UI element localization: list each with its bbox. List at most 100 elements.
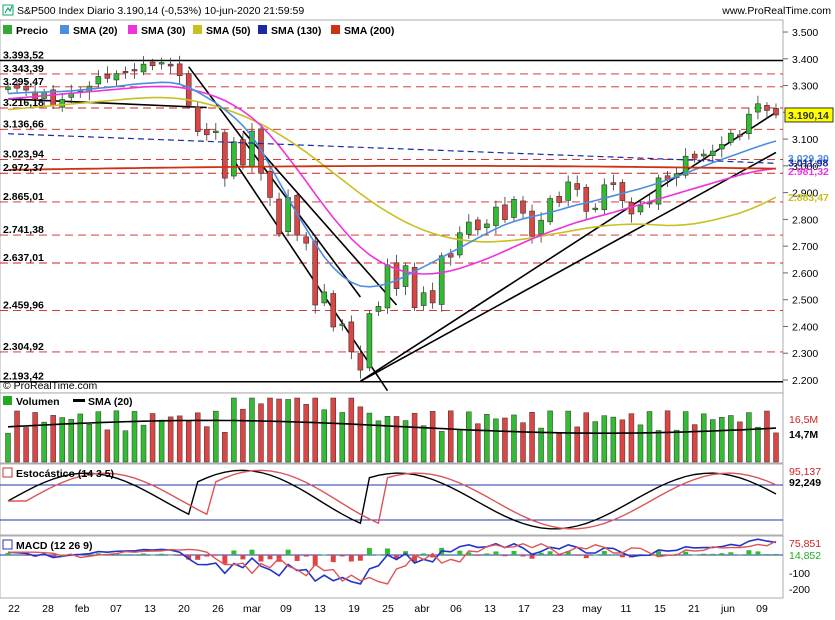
x-tick-22: 09 <box>756 603 768 615</box>
volume-bar-45 <box>411 412 418 463</box>
candlestick-series <box>5 55 779 379</box>
candle-body-55 <box>502 204 508 220</box>
candle-body-76 <box>691 153 698 159</box>
volume-bar-20 <box>185 421 192 463</box>
volume-bar-24 <box>222 432 228 463</box>
candle-body-62 <box>565 181 571 201</box>
volume-bar-37 <box>339 412 346 463</box>
legend-swatch-0 <box>3 25 12 34</box>
candle-body-29 <box>267 170 273 198</box>
x-tick-3: 07 <box>110 603 122 615</box>
x-tick-10: 19 <box>348 603 360 615</box>
volume-bar-61 <box>556 432 562 463</box>
volume-bar-2 <box>23 427 29 463</box>
x-tick-9: 13 <box>314 603 326 615</box>
candle-body-79 <box>719 144 725 150</box>
macd-hist-bar-53 <box>484 553 490 555</box>
volume-bar-5 <box>50 415 56 463</box>
volume-bar-58 <box>529 411 535 463</box>
macd-hist-bar-24 <box>222 555 228 564</box>
legend-label-1: SMA (20) <box>73 25 118 37</box>
volume-bar-59 <box>538 427 544 463</box>
volume-bar-43 <box>393 416 400 463</box>
price-tick-0: 3.500 <box>792 27 818 39</box>
macd-hist-bar-41 <box>375 554 381 556</box>
legend-label-0: Precio <box>16 25 48 37</box>
candle-body-10 <box>95 76 102 85</box>
volume-bar-26 <box>240 408 246 463</box>
macd-hist-bar-75 <box>683 551 689 555</box>
volume-bar-29 <box>267 397 273 463</box>
copyright-text: © ProRealTime.com <box>3 380 98 392</box>
macd-hist-bar-28 <box>258 555 264 562</box>
candle-body-17 <box>158 62 165 65</box>
volume-legend-label: Volumen <box>16 396 60 408</box>
price-tick-1: 3.400 <box>792 54 818 66</box>
volume-bar-40 <box>366 412 373 463</box>
candle-body-35 <box>321 291 328 304</box>
x-tick-16: 23 <box>552 603 564 615</box>
volume-bar-19 <box>176 415 183 463</box>
volume-bar-80 <box>728 415 734 463</box>
macd-tick-minus100: -100 <box>789 568 810 580</box>
candle-body-47 <box>429 290 436 304</box>
candle-body-81 <box>737 134 743 137</box>
macd-hist-bar-60 <box>547 551 553 555</box>
macd-hist-bar-27 <box>249 549 255 555</box>
macd-hist-bar-17 <box>159 553 165 555</box>
axis-labels: 3.5003.4003.3003.2003.1003.0002.9002.800… <box>3 27 834 615</box>
app-logo-icon <box>2 4 14 16</box>
volume-bar-9 <box>86 424 93 463</box>
price-badge-0: 3.190,14 <box>788 110 829 122</box>
volume-bar-77 <box>700 413 707 463</box>
price-tick-7: 2.800 <box>792 214 818 226</box>
volume-bar-31 <box>285 399 291 463</box>
volume-bar-55 <box>502 417 508 463</box>
volume-bar-63 <box>574 426 580 463</box>
x-tick-21: jun <box>720 603 735 615</box>
candle-body-33 <box>303 236 309 244</box>
macd-hist-bar-40 <box>366 548 372 555</box>
macd-legend-label: MACD (12 26 9) <box>16 540 92 552</box>
candle-body-41 <box>375 306 382 312</box>
level-label-2: 3.295,47 <box>3 76 44 88</box>
candle-body-15 <box>140 63 147 73</box>
trend-lines <box>7 66 777 392</box>
x-tick-11: 25 <box>382 603 394 615</box>
macd-hist-bar-77 <box>701 553 707 555</box>
volume-bar-73 <box>664 410 671 463</box>
volume-bar-6 <box>59 417 65 463</box>
price-badge-4: 2.883,47 <box>788 192 829 204</box>
volume-bar-74 <box>673 429 680 463</box>
volume-panel-frame <box>0 392 784 464</box>
price-tick-8: 2.700 <box>792 241 818 253</box>
macd-hist-bar-78 <box>710 553 716 555</box>
x-tick-20: 21 <box>688 603 700 615</box>
volume-bar-51 <box>466 411 472 463</box>
level-label-5: 3.023,94 <box>3 148 44 160</box>
candle-body-38 <box>348 321 355 353</box>
macd-hist-bar-14 <box>132 554 137 556</box>
candle-body-80 <box>728 132 734 143</box>
macd-hist-bar-49 <box>448 554 454 556</box>
macd-hist-bar-67 <box>610 554 616 556</box>
candle-body-37 <box>339 323 346 326</box>
site-url[interactable]: www.ProRealTime.com <box>721 5 831 17</box>
legend-label-4: SMA (130) <box>271 25 321 37</box>
volume-badge-current: 16,5M <box>789 414 818 426</box>
candle-body-18 <box>167 63 174 67</box>
macd-hist-bar-35 <box>321 554 327 556</box>
volume-bar-71 <box>646 411 653 463</box>
x-tick-15: 17 <box>518 603 530 615</box>
volume-legend-icon <box>3 396 12 405</box>
candle-body-23 <box>213 130 219 133</box>
macd-hist-bar-18 <box>168 554 174 556</box>
volume-bar-52 <box>475 423 481 463</box>
macd-hist-bar-10 <box>95 553 101 555</box>
trend-line-4 <box>359 111 777 382</box>
candle-body-59 <box>538 219 544 235</box>
macd-hist-bar-84 <box>764 554 770 555</box>
macd-hist-bar-1 <box>14 554 20 556</box>
candle-body-42 <box>384 264 391 309</box>
stoch-legend-icon <box>2 467 13 478</box>
